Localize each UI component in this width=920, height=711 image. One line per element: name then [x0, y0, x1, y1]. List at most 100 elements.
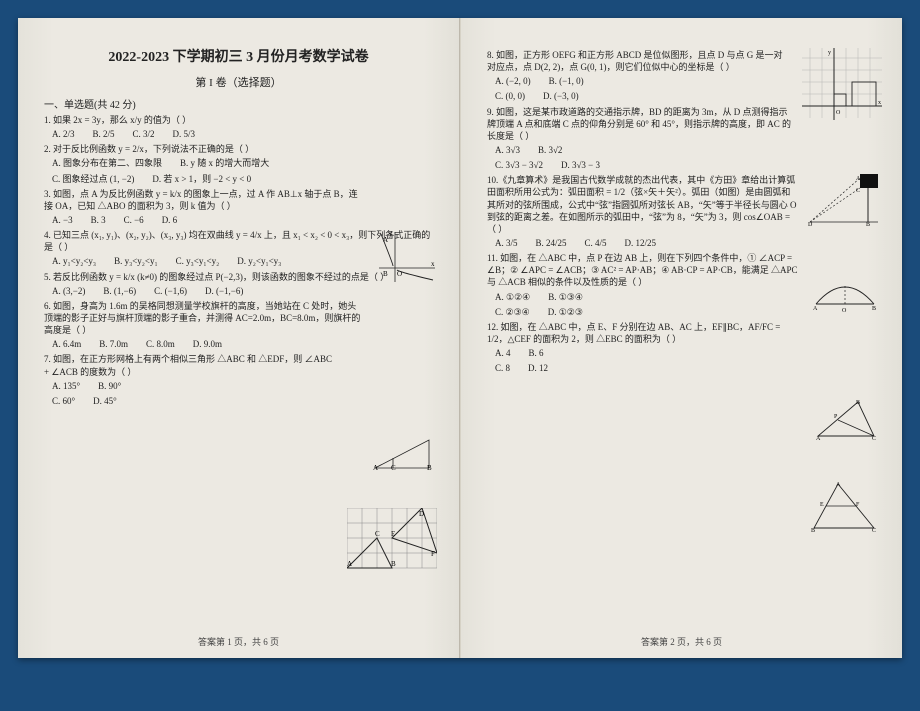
q9-D: D. 3√3 − 3 [561, 159, 600, 171]
q2: 2. 对于反比例函数 y = 2/x，下列说法不正确的是（ ） A. 图象分布在… [44, 143, 433, 184]
svg-text:A: A [383, 236, 388, 244]
q5-C: C. (−1,6) [154, 285, 187, 297]
q8-B: B. (−1, 0) [549, 75, 584, 87]
svg-text:D: D [808, 222, 813, 228]
q7-D: D. 45° [93, 395, 117, 407]
q7-B: B. 90° [98, 380, 121, 392]
svg-text:B: B [856, 400, 860, 406]
svg-text:A: A [347, 560, 352, 568]
q6-C: C. 8.0m [146, 338, 175, 350]
q11-stem: 11. 如图，在 △ABC 中，点 P 在边 AB 上，则在下列四个条件中，① … [487, 252, 804, 288]
q10-B: B. 24/25 [536, 237, 567, 249]
q3-C: C. −6 [124, 214, 144, 226]
fig-q10-arc: A B O [810, 274, 880, 314]
q2-C: C. 图象经过点 (1, −2) [52, 173, 134, 185]
q5-A: A. (3,−2) [52, 285, 85, 297]
page-1: 2022-2023 下学期初三 3 月份月考数学试卷 第 I 卷（选择题） 一、… [18, 18, 460, 658]
q12-opts: A. 4 B. 6 [495, 347, 798, 359]
svg-text:B: B [427, 464, 432, 472]
q2-A: A. 图象分布在第二、四象限 [52, 157, 162, 169]
q4-C: C. y₃<y₁<y₂ [176, 255, 220, 267]
svg-text:A: A [856, 176, 861, 182]
q9-B: B. 3√2 [538, 144, 562, 156]
q12-B: B. 6 [529, 347, 544, 359]
svg-text:O: O [842, 308, 847, 314]
q2-opts2: C. 图象经过点 (1, −2) D. 若 x > 1，则 −2 < y < 0 [52, 173, 433, 185]
footer-right: 答案第 2 页，共 6 页 [461, 635, 902, 648]
q4-A: A. y₁<y₂<y₃ [52, 255, 96, 267]
svg-text:O: O [836, 110, 841, 116]
q6: 6. 如图，身高为 1.6m 的吴格同想测量学校旗杆的高度，当她站在 C 处时，… [44, 300, 433, 351]
q7-C: C. 60° [52, 395, 75, 407]
q7-opts2: C. 60° D. 45° [52, 395, 333, 407]
q3-B: B. 3 [91, 214, 106, 226]
fig-q3-hyperbola: A B O x y [375, 228, 439, 284]
q10-stem: 10.《九章算术》是我国古代数学成就的杰出代表，其中《方田》章给出计算弧田面积所… [487, 174, 798, 235]
q10-C: C. 4/5 [585, 237, 607, 249]
q11-opts2: C. ②③④ D. ①②③ [495, 306, 804, 318]
q11-C: C. ②③④ [495, 306, 530, 318]
q11-B: B. ①③④ [548, 291, 583, 303]
svg-text:C: C [375, 530, 380, 538]
q3-D: D. 6 [162, 214, 178, 226]
svg-text:E: E [820, 502, 824, 508]
fig-q8-coord: O x y [802, 48, 882, 124]
svg-text:E: E [391, 530, 395, 538]
svg-text:x: x [431, 260, 435, 268]
q1-C: C. 3/2 [133, 128, 155, 140]
svg-text:A: A [813, 306, 818, 312]
exam-sheet: 2022-2023 下学期初三 3 月份月考数学试卷 第 I 卷（选择题） 一、… [18, 18, 902, 658]
q9-stem: 9. 如图，这是某市政道路的交通指示牌，BD 的距离为 3m，从 D 点测得指示… [487, 106, 792, 142]
q7: 7. 如图，在正方形网格上有两个相似三角形 △ABC 和 △EDF，则 ∠ABC… [44, 353, 433, 407]
q4-D: D. y₂<y₁<y₃ [237, 255, 281, 267]
q11-A: A. ①②④ [495, 291, 530, 303]
q7-stem: 7. 如图，在正方形网格上有两个相似三角形 △ABC 和 △EDF，则 ∠ABC… [44, 353, 333, 377]
svg-text:C: C [872, 436, 876, 442]
svg-text:B: B [383, 270, 388, 278]
fig-q11-triangle: A C B P [814, 396, 880, 442]
q1: 1. 如果 2x = 3y，那么 x/y 的值为（ ） A. 2/3 B. 2/… [44, 114, 433, 140]
q8-opts2: C. (0, 0) D. (−3, 0) [495, 90, 790, 102]
q10-opts: A. 3/5 B. 24/25 C. 4/5 D. 12/25 [495, 237, 798, 249]
svg-text:y: y [828, 50, 831, 56]
page-2: 8. 如图，正方形 OEFG 和正方形 ABCD 是位似图形，且点 D 与点 G… [460, 18, 902, 658]
q5-D: D. (−1,−6) [205, 285, 243, 297]
svg-text:C: C [872, 528, 876, 534]
q12-C: C. 8 [495, 362, 510, 374]
svg-text:A: A [373, 464, 378, 472]
q3-A: A. −3 [52, 214, 73, 226]
q7-A: A. 135° [52, 380, 80, 392]
q6-opts: A. 6.4m B. 7.0m C. 8.0m D. 9.0m [52, 338, 363, 350]
svg-text:A: A [836, 482, 841, 488]
q10-D: D. 12/25 [625, 237, 657, 249]
q1-A: A. 2/3 [52, 128, 75, 140]
section-1-label: 一、单选题(共 42 分) [44, 96, 433, 111]
q6-A: A. 6.4m [52, 338, 81, 350]
q4-B: B. y₃<y₂<y₁ [114, 255, 158, 267]
q8-stem: 8. 如图，正方形 OEFG 和正方形 ABCD 是位似图形，且点 D 与点 G… [487, 49, 790, 73]
q8-D: D. (−3, 0) [543, 90, 579, 102]
q12-A: A. 4 [495, 347, 511, 359]
q12-D: D. 12 [528, 362, 548, 374]
q9-C: C. 3√3 − 3√2 [495, 159, 543, 171]
svg-text:F: F [431, 550, 435, 558]
q2-D: D. 若 x > 1，则 −2 < y < 0 [152, 173, 251, 185]
q12-stem: 12. 如图，在 △ABC 中，点 E、F 分别在边 AB、AC 上，EF∥BC… [487, 321, 798, 345]
svg-text:y: y [389, 230, 393, 238]
q6-D: D. 9.0m [193, 338, 222, 350]
part-label: 第 I 卷（选择题） [44, 74, 433, 90]
q1-D: D. 5/3 [173, 128, 196, 140]
q3-stem: 3. 如图，点 A 为反比例函数 y = k/x 的图象上一点，过 A 作 AB… [44, 188, 363, 212]
svg-text:D: D [419, 510, 424, 518]
svg-text:B: B [811, 528, 815, 534]
q1-stem: 1. 如果 2x = 3y，那么 x/y 的值为（ ） [44, 114, 433, 126]
q12: 12. 如图，在 △ABC 中，点 E、F 分别在边 AB、AC 上，EF∥BC… [487, 321, 876, 375]
q6-B: B. 7.0m [99, 338, 128, 350]
exam-title: 2022-2023 下学期初三 3 月份月考数学试卷 [44, 46, 433, 66]
q5-opts: A. (3,−2) B. (1,−6) C. (−1,6) D. (−1,−6) [52, 285, 433, 297]
q7-opts: A. 135° B. 90° [52, 380, 333, 392]
q11-opts: A. ①②④ B. ①③④ [495, 291, 804, 303]
q8-C: C. (0, 0) [495, 90, 525, 102]
svg-text:x: x [878, 100, 881, 106]
q5-B: B. (1,−6) [103, 285, 136, 297]
